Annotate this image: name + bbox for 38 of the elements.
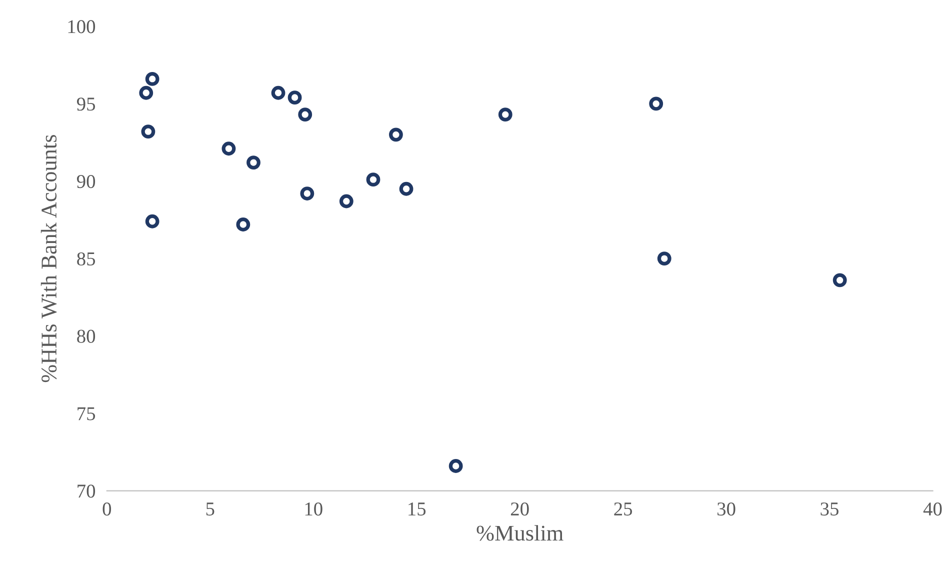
- y-axis-title: %HHs With Bank Accounts: [40, 135, 57, 382]
- point: [288, 90, 302, 104]
- y-tick-label: 70: [78, 484, 96, 498]
- point: [236, 218, 250, 232]
- x-tick-label: 20: [510, 502, 529, 516]
- x-tick-label: 5: [206, 502, 214, 516]
- point: [649, 96, 664, 111]
- point: [246, 156, 260, 170]
- point: [141, 124, 156, 139]
- point: [388, 128, 403, 142]
- point: [339, 194, 354, 208]
- point: [145, 72, 160, 86]
- x-tick-label: 0: [102, 502, 112, 516]
- point: [657, 252, 672, 266]
- x-tick-label: 40: [923, 502, 942, 516]
- y-tick-label: 85: [77, 252, 96, 266]
- point: [832, 273, 847, 288]
- x-tick-label: 30: [718, 502, 736, 516]
- x-tick-label: 25: [614, 502, 632, 516]
- y-tick-label: 90: [76, 174, 96, 188]
- point: [222, 142, 236, 156]
- y-tick-label: 75: [78, 407, 96, 420]
- point: [448, 459, 463, 473]
- x-tick-label: 35: [820, 502, 838, 516]
- point: [300, 186, 314, 200]
- x-tick-label: 10: [305, 502, 322, 516]
- x-tick-label: 15: [408, 502, 426, 516]
- point: [298, 108, 312, 122]
- y-tick-label: 95: [76, 98, 96, 111]
- x-axis-title: %Muslim: [476, 525, 564, 541]
- point: [399, 182, 414, 196]
- y-tick-label: 100: [68, 20, 96, 34]
- point: [271, 86, 286, 100]
- point: [366, 172, 380, 187]
- point: [139, 86, 154, 100]
- y-tick-label: 80: [77, 330, 96, 343]
- point: [145, 214, 160, 228]
- point: [498, 108, 512, 122]
